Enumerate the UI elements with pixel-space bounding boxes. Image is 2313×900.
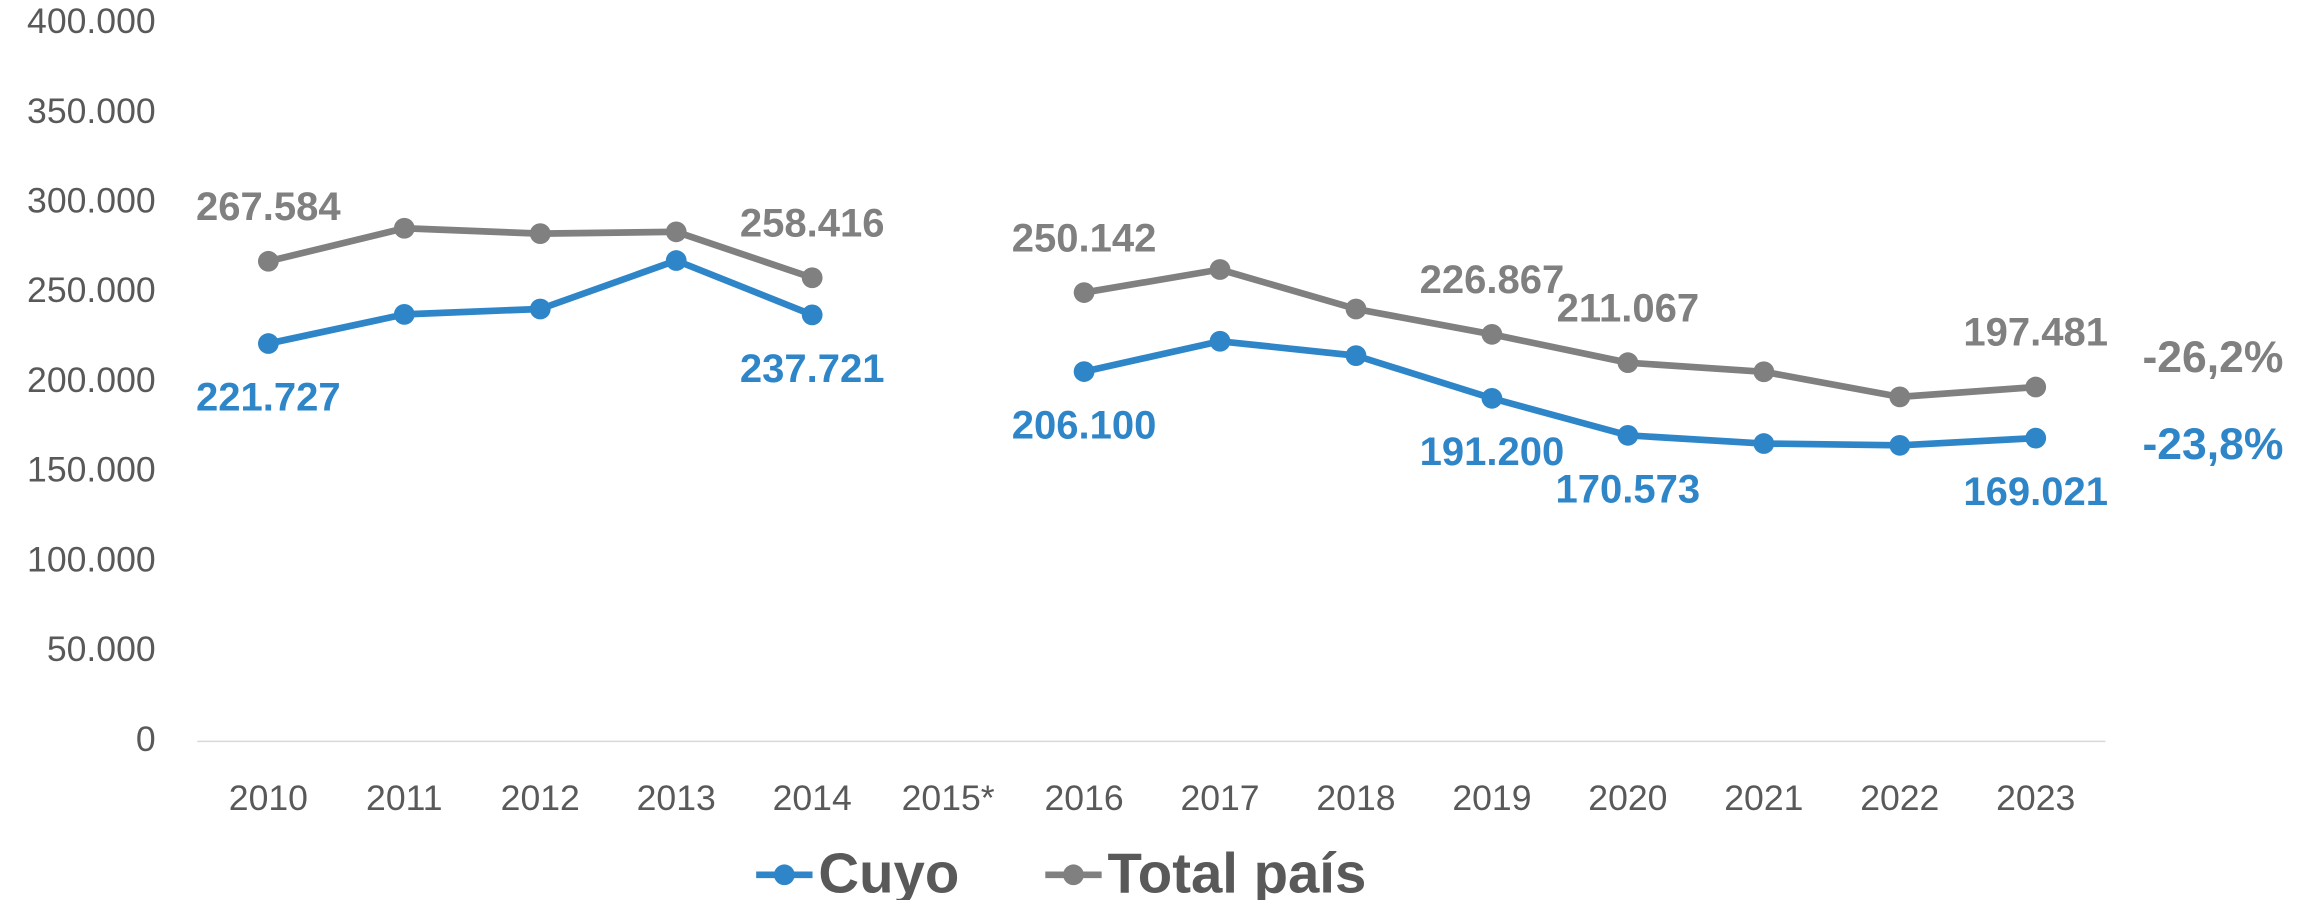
point xyxy=(1073,282,1095,303)
point xyxy=(1617,424,1639,446)
legend-marker xyxy=(773,864,795,886)
x-tick-label: 2013 xyxy=(637,778,716,818)
x-tick-label: 2017 xyxy=(1180,778,1259,818)
point xyxy=(529,223,551,245)
x-tick-label: 2019 xyxy=(1452,778,1531,818)
data-label: 226.867 xyxy=(1420,258,1565,302)
point xyxy=(665,221,687,243)
x-tick-label: 2023 xyxy=(1996,778,2075,818)
y-tick-label: 0 xyxy=(136,719,156,759)
point xyxy=(1345,298,1367,320)
y-tick-label: 100.000 xyxy=(27,539,156,579)
x-tick-label: 2018 xyxy=(1316,778,1395,818)
point xyxy=(2025,376,2047,398)
series-line xyxy=(1083,337,2036,449)
x-tick-label: 2022 xyxy=(1860,778,1939,818)
x-tick-label: 2010 xyxy=(229,778,308,818)
data-label: 258.416 xyxy=(740,201,885,245)
point xyxy=(1889,386,1911,408)
x-tick-label: 2021 xyxy=(1724,778,1803,818)
x-tick-label: 2016 xyxy=(1044,778,1123,818)
point xyxy=(1209,330,1231,352)
point xyxy=(2025,427,2047,449)
point xyxy=(1073,361,1095,382)
point xyxy=(1617,352,1639,374)
x-tick-label: 2015* xyxy=(902,778,995,818)
legend-label: Total país xyxy=(1108,842,1367,900)
change-label: -26,2% xyxy=(2142,333,2283,382)
point xyxy=(1889,434,1911,456)
x-tick-label: 2020 xyxy=(1588,778,1667,818)
data-label: 237.721 xyxy=(740,347,885,391)
data-label: 170.573 xyxy=(1556,467,1701,511)
point xyxy=(1481,387,1503,409)
point xyxy=(1345,345,1367,367)
change-label: -23,8% xyxy=(2142,420,2283,469)
point xyxy=(257,333,279,354)
point xyxy=(1753,361,1775,383)
x-tick-label: 2011 xyxy=(366,778,443,818)
point xyxy=(1209,259,1231,280)
y-tick-label: 250.000 xyxy=(27,270,156,310)
point xyxy=(529,298,551,320)
point xyxy=(665,250,687,271)
point xyxy=(801,267,823,289)
data-label: 211.067 xyxy=(1557,286,1699,330)
data-label: 267.584 xyxy=(196,185,341,229)
point xyxy=(393,217,415,239)
data-label: 169.021 xyxy=(1963,470,2108,514)
y-tick-label: 400.000 xyxy=(27,1,156,41)
data-label: 197.481 xyxy=(1963,311,2108,355)
y-tick-label: 350.000 xyxy=(27,91,156,131)
y-tick-label: 300.000 xyxy=(27,181,156,221)
point xyxy=(1481,323,1503,345)
data-label: 191.200 xyxy=(1420,430,1565,474)
point xyxy=(393,303,415,325)
y-tick-label: 200.000 xyxy=(27,360,156,400)
y-tick-label: 50.000 xyxy=(47,629,156,669)
point xyxy=(801,304,823,326)
point xyxy=(257,250,279,272)
series-line xyxy=(1083,266,2036,401)
y-tick-label: 150.000 xyxy=(27,450,156,490)
data-label: 221.727 xyxy=(196,375,341,419)
data-label: 250.142 xyxy=(1012,216,1157,260)
x-tick-label: 2012 xyxy=(501,778,580,818)
legend-label: Cuyo xyxy=(818,842,959,900)
x-tick-label: 2014 xyxy=(773,778,852,818)
data-label: 206.100 xyxy=(1012,404,1157,448)
point xyxy=(1753,433,1775,454)
legend-marker xyxy=(1063,864,1084,886)
